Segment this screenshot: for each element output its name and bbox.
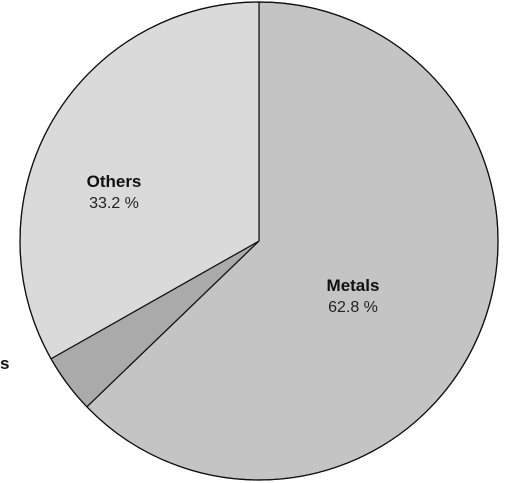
pie-slices — [19, 1, 499, 481]
slice-value-metals: 62.8 % — [328, 299, 378, 316]
pie-outline — [19, 1, 499, 481]
slice-value-others: 33.2 % — [89, 195, 139, 212]
slice-name-others: Others — [87, 172, 142, 191]
slice-label-others: Others 33.2 % — [87, 172, 142, 212]
slice-name-metals: Metals — [327, 276, 380, 295]
clipped-slice-label: s — [0, 354, 9, 373]
slice-label-metals: Metals 62.8 % — [327, 276, 380, 316]
